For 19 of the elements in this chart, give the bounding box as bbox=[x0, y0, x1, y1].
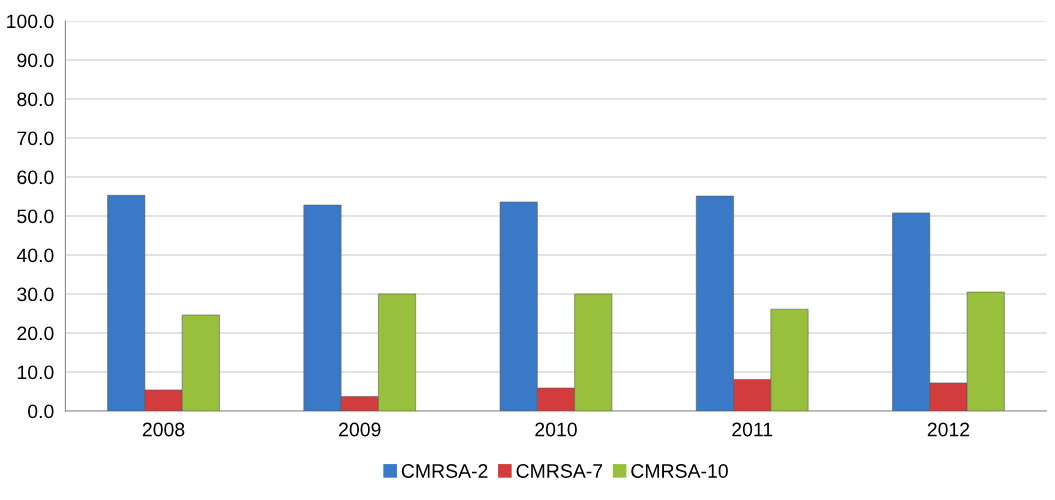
x-tick-label: 2011 bbox=[732, 422, 773, 437]
y-tick-label: 80.0 bbox=[17, 92, 54, 107]
legend-label: CMRSA-2 bbox=[401, 464, 488, 478]
y-tick-label: 60.0 bbox=[17, 170, 54, 185]
y-tick-label: 100.0 bbox=[7, 14, 54, 29]
y-tick-label: 20.0 bbox=[17, 326, 54, 341]
legend-label: CMRSA-7 bbox=[516, 464, 603, 478]
x-tick-label: 2009 bbox=[339, 422, 381, 437]
y-tick-label: 30.0 bbox=[17, 287, 54, 302]
x-tick-label: 2008 bbox=[142, 422, 185, 437]
y-tick-label: 90.0 bbox=[17, 53, 54, 68]
y-tick-label: 50.0 bbox=[17, 209, 54, 224]
x-tick-label: 2010 bbox=[535, 422, 577, 437]
y-tick-label: 10.0 bbox=[17, 365, 54, 380]
x-tick-label: 2012 bbox=[927, 422, 970, 437]
y-tick-label: 40.0 bbox=[16, 248, 54, 263]
y-tick-label: 70.0 bbox=[17, 131, 54, 146]
y-tick-label: 0.0 bbox=[28, 404, 54, 419]
legend-label: CMRSA-10 bbox=[631, 464, 728, 478]
